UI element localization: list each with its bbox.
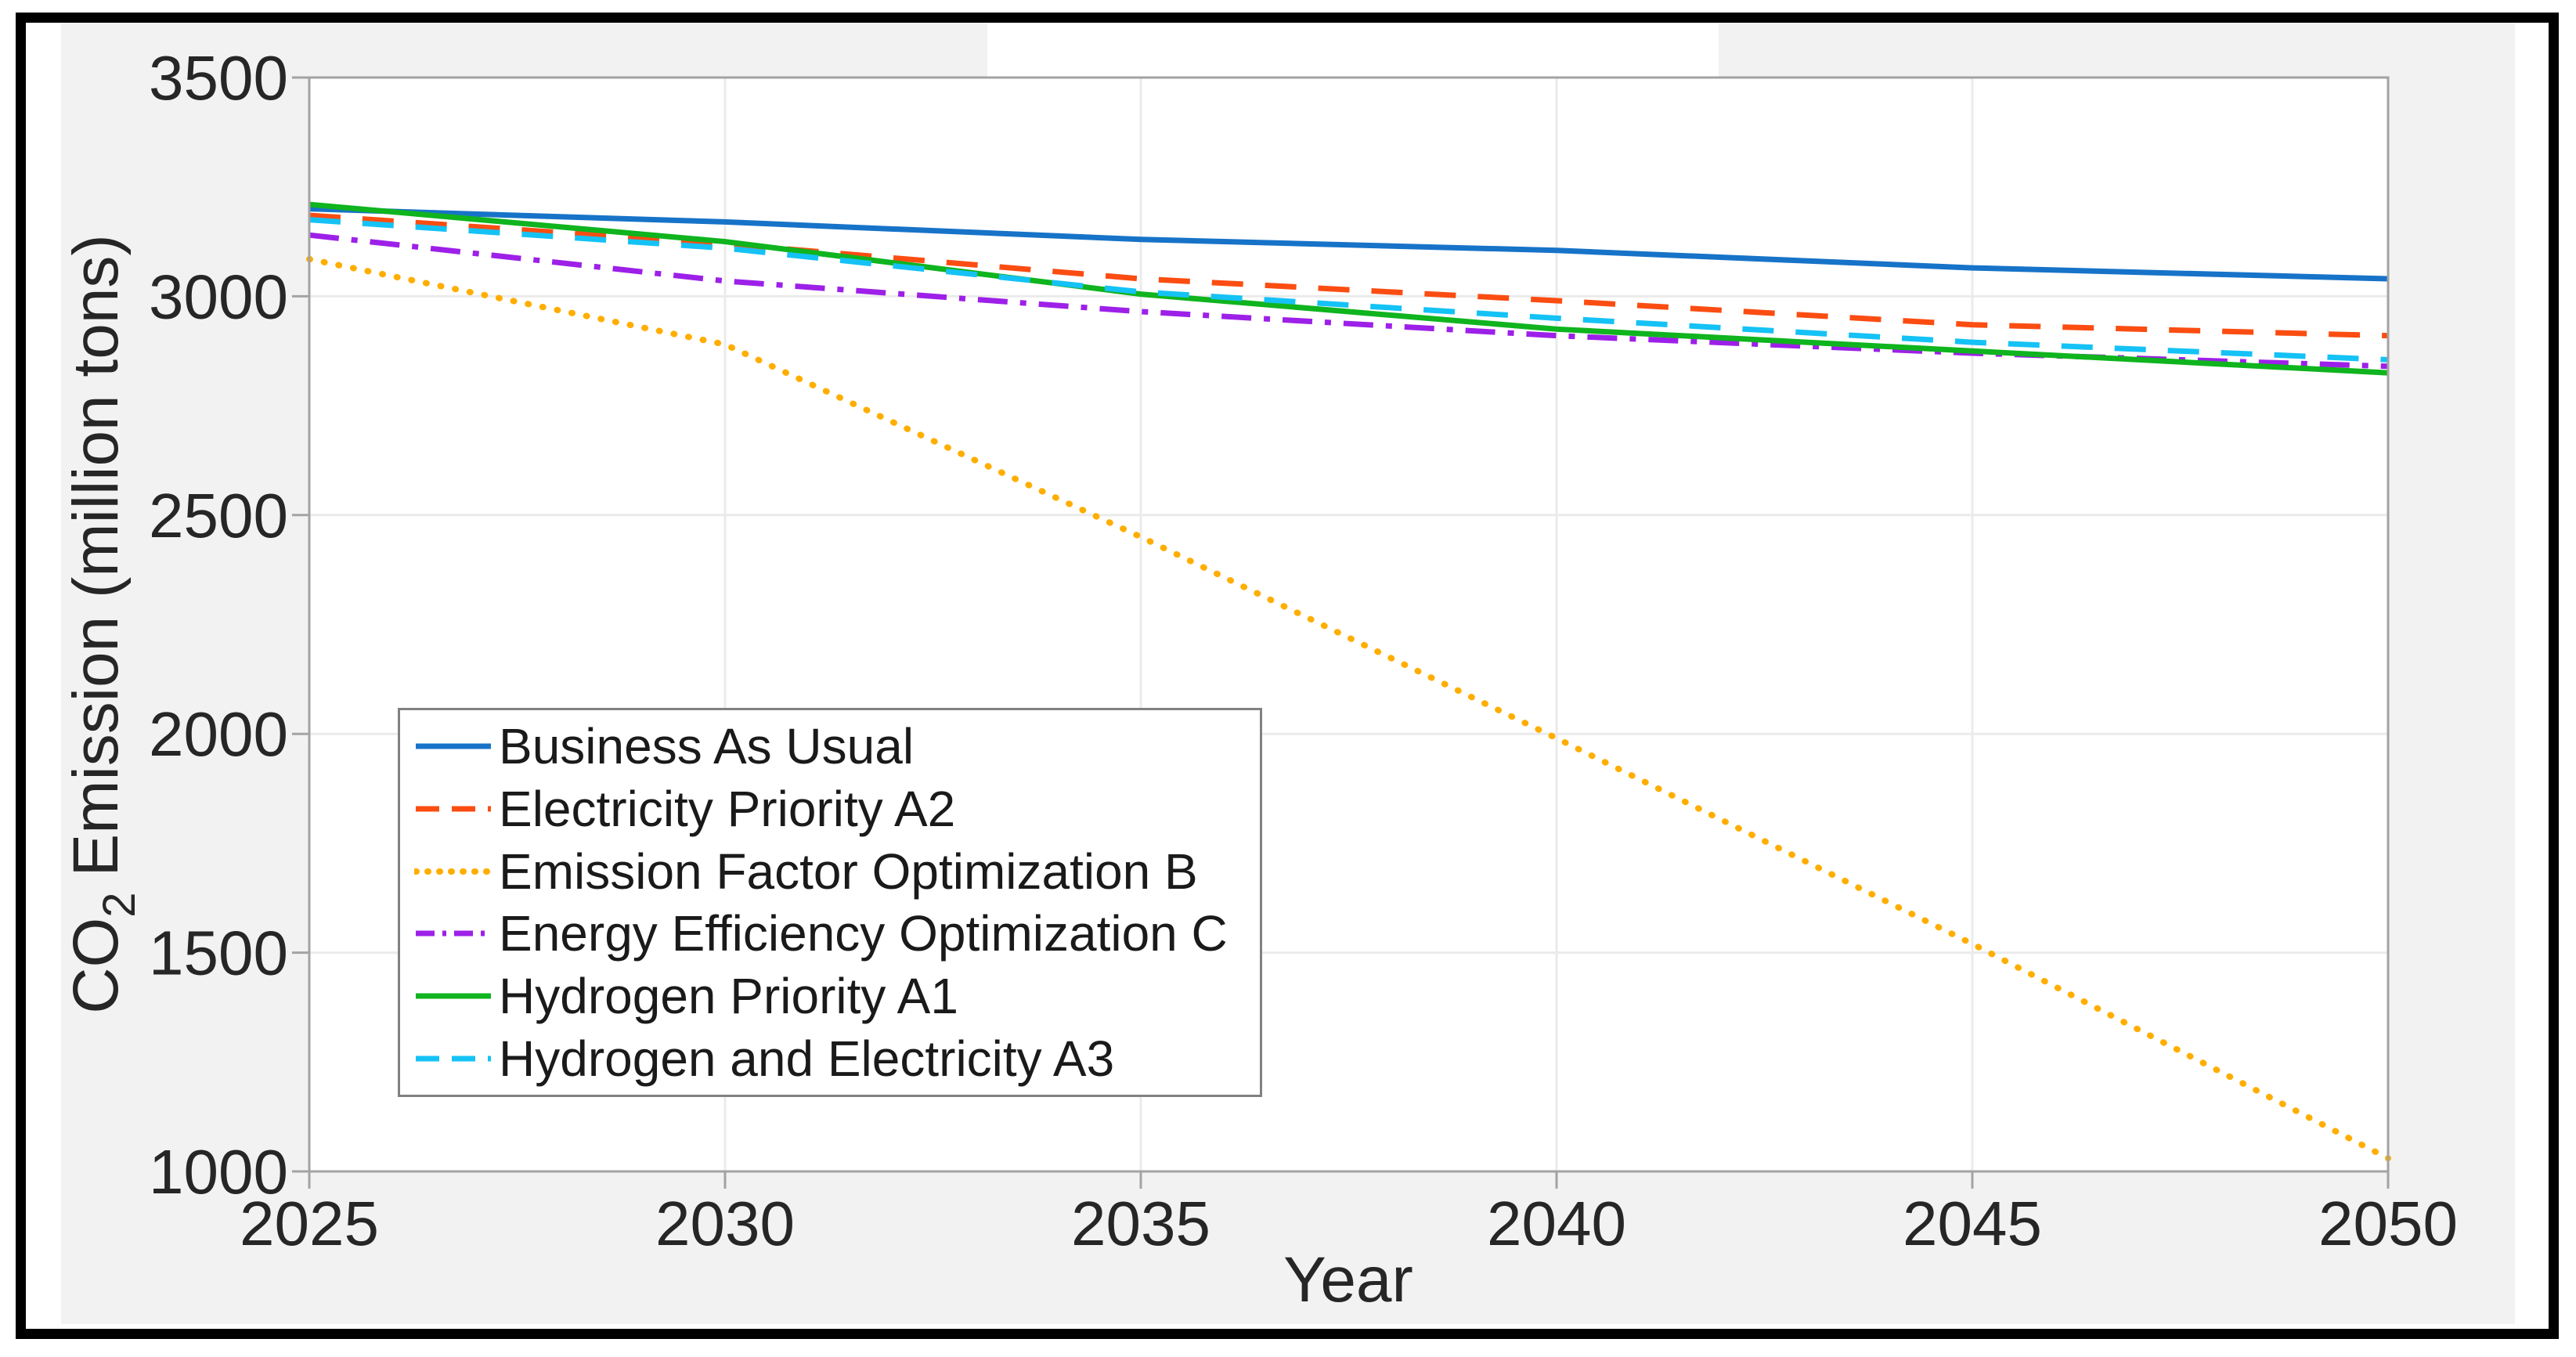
x-tick-label: 2045 bbox=[1903, 1189, 2042, 1258]
legend-line-swatch bbox=[416, 1056, 491, 1062]
x-tick-label: 2050 bbox=[2318, 1189, 2458, 1258]
legend-item-2: Emission Factor Optimization B bbox=[414, 845, 1260, 898]
legend-line-swatch bbox=[416, 993, 491, 999]
chart-legend: Business As Usual Electricity Priority A2… bbox=[398, 708, 1262, 1097]
legend-label: Business As Usual bbox=[499, 717, 915, 774]
y-tick-label: 2000 bbox=[149, 699, 288, 769]
y-tick-label: 3000 bbox=[149, 262, 288, 331]
legend-item-1: Electricity Priority A2 bbox=[414, 782, 1260, 835]
y-tick-label: 1000 bbox=[149, 1137, 288, 1207]
legend-label: Hydrogen and Electricity A3 bbox=[499, 1030, 1115, 1088]
data-series bbox=[306, 201, 2391, 1162]
series-line-5 bbox=[308, 217, 2389, 363]
y-axis-label: CO2 Emission (million tons) bbox=[60, 234, 145, 1013]
x-tick-label: 2035 bbox=[1071, 1189, 1210, 1258]
legend-item-4: Hydrogen Priority A1 bbox=[414, 969, 1260, 1023]
axes bbox=[292, 76, 2390, 1189]
series-line-4 bbox=[308, 201, 2389, 376]
legend-label: Electricity Priority A2 bbox=[499, 780, 956, 837]
x-axis-label: Year bbox=[1283, 1244, 1413, 1315]
y-axis-label-prefix: CO bbox=[60, 918, 132, 1014]
tick-labels: 2025 2030 2035 2040 2045 2050 1000 1500 2000 2500… bbox=[149, 43, 2458, 1258]
axis-box bbox=[308, 76, 2390, 1173]
series-line-1 bbox=[308, 212, 2389, 339]
legend-line-swatch bbox=[416, 930, 491, 937]
legend-item-0: Business As Usual bbox=[414, 720, 1260, 773]
legend-item-3: Energy Efficiency Optimization C bbox=[414, 907, 1260, 960]
legend-item-5: Hydrogen and Electricity A3 bbox=[414, 1032, 1260, 1085]
legend-line-swatch bbox=[416, 743, 491, 749]
figure-border bbox=[16, 13, 2559, 1339]
legend-label: Emission Factor Optimization B bbox=[499, 843, 1198, 900]
y-tick-label: 1500 bbox=[149, 919, 288, 988]
legend-label: Hydrogen Priority A1 bbox=[499, 968, 958, 1025]
figure-top-white-notch bbox=[987, 22, 1719, 77]
y-tick-label: 2500 bbox=[149, 481, 288, 550]
y-axis-label-subscript: 2 bbox=[94, 892, 145, 917]
series-line-2 bbox=[306, 255, 2391, 1162]
y-tick-label: 3500 bbox=[149, 43, 288, 113]
legend-line-swatch bbox=[414, 868, 492, 875]
x-tick-label: 2040 bbox=[1487, 1189, 1626, 1258]
x-tick-label: 2030 bbox=[655, 1189, 795, 1258]
x-tick-label: 2025 bbox=[240, 1189, 379, 1258]
legend-line-swatch bbox=[416, 806, 491, 812]
y-axis-label-suffix: Emission (million tons) bbox=[60, 234, 132, 876]
legend-label: Energy Efficiency Optimization C bbox=[499, 905, 1228, 962]
series-line-0 bbox=[308, 206, 2389, 282]
